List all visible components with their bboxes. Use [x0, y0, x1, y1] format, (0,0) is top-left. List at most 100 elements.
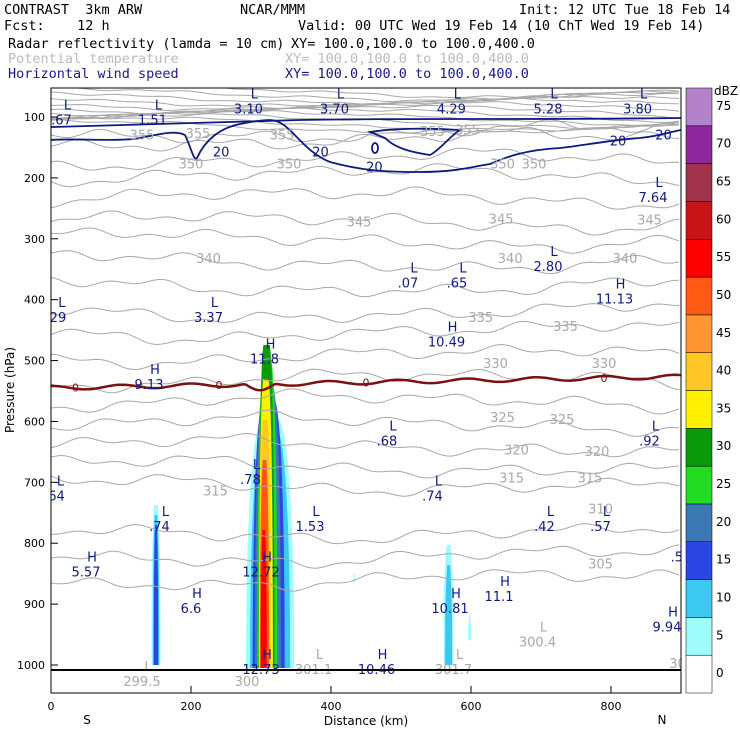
- south-label: S: [83, 713, 91, 727]
- field1-name: Radar reflectivity (lamda = 10 cm): [8, 36, 285, 52]
- extremum-value: 7.64: [639, 191, 668, 206]
- extremum-value: 3.37: [194, 311, 223, 326]
- y-tick-label: 600: [24, 415, 45, 428]
- extremum-marker: H: [87, 550, 97, 565]
- extrema-labels: L.67L1.51L3.10L3.70L4.29L5.28L3.80L4.38L…: [44, 88, 692, 690]
- isotherm-label: 0: [216, 379, 223, 392]
- extremum-value: .74: [149, 520, 170, 535]
- extremum-marker: L: [550, 88, 558, 103]
- extremum-value: 3.70: [320, 103, 349, 118]
- theta-label: 345: [489, 212, 514, 227]
- extremum-value: .58: [671, 550, 692, 565]
- extremum-value: 11.1: [485, 590, 514, 605]
- valid-time: Valid: 00 UTC Wed 19 Feb 14 (10 ChT Wed …: [298, 18, 705, 34]
- theta-label: 345: [637, 214, 662, 229]
- y-tick-label: 800: [24, 537, 45, 550]
- freezing-level: 0 0 0 0: [51, 372, 681, 395]
- y-axis-title: Pressure (hPa): [3, 347, 17, 433]
- colorbar-swatch: [685, 352, 713, 391]
- theta-label: 350: [490, 157, 515, 172]
- extremum-value: .92: [639, 435, 660, 450]
- colorbar-level: 55: [716, 250, 731, 264]
- reflectivity-cell: [260, 530, 267, 668]
- theta-contour: [51, 474, 680, 497]
- wind-label: 20: [213, 145, 230, 160]
- theta-contours: [51, 88, 680, 592]
- wind-contour: [51, 119, 681, 173]
- theta-label: 315: [578, 472, 603, 487]
- extremum-value: 4.29: [437, 103, 466, 118]
- colorbar-level: 25: [716, 477, 731, 491]
- colorbar-swatch: [685, 617, 713, 656]
- x-tick-label: 800: [601, 700, 622, 713]
- theta-label: 310: [588, 503, 613, 518]
- extremum-marker: L: [389, 420, 397, 435]
- theta-label: 355: [420, 125, 445, 140]
- theta-contour: [51, 344, 680, 371]
- extremum-marker: L: [540, 621, 548, 636]
- theta-contour: [51, 544, 680, 569]
- wind-label: 20: [610, 134, 627, 149]
- extremum-value: .42: [534, 520, 555, 535]
- extremum-value: .64: [44, 489, 65, 504]
- wind-contour: [51, 117, 681, 128]
- extremum-value: 300.4: [519, 636, 556, 651]
- extremum-marker: H: [378, 648, 388, 663]
- extremum-value: 11.13: [596, 293, 633, 308]
- reflectivity-cell: [353, 567, 356, 582]
- forecast-hour: Fcst: 12 h: [4, 18, 110, 34]
- colorbar-swatch: [685, 276, 713, 316]
- extremum-value: .07: [398, 276, 419, 291]
- extremum-value: 5.57: [72, 565, 101, 580]
- org-label: NCAR/MMM: [240, 2, 306, 18]
- extremum-value: 30: [669, 657, 686, 672]
- colorbar-level: 15: [716, 553, 731, 567]
- wind-label: 20: [366, 161, 383, 176]
- extremum-value: 3.10: [234, 103, 263, 118]
- extremum-marker: L: [435, 474, 443, 489]
- extremum-value: 300: [235, 675, 260, 690]
- y-tick-label: 400: [24, 294, 45, 307]
- colorbar-level: 10: [716, 590, 731, 604]
- extremum-value: 11.8: [250, 352, 279, 367]
- colorbar-level: 35: [716, 401, 731, 415]
- colorbar-swatch: [685, 541, 713, 580]
- wind-contour: [366, 127, 463, 156]
- y-tick-label: 500: [24, 355, 45, 368]
- theta-contour: [51, 186, 680, 210]
- colorbar-swatch: [685, 428, 713, 467]
- wind-contour: [371, 142, 379, 154]
- extremum-marker: L: [316, 648, 324, 663]
- extremum-marker: H: [266, 337, 276, 352]
- extremum-value: .74: [422, 489, 443, 504]
- theta-label: 320: [585, 445, 610, 460]
- theta-label: 315: [203, 484, 228, 499]
- y-tick-label: 700: [24, 476, 45, 489]
- colorbar-swatch: [685, 314, 713, 353]
- theta-contour: [51, 147, 680, 171]
- theta-label: 325: [550, 413, 575, 428]
- theta-contour: [51, 110, 680, 126]
- freezing-level-line: [51, 373, 681, 392]
- extremum-marker: L: [547, 505, 555, 520]
- north-label: N: [658, 713, 667, 727]
- wind-label: 20: [312, 145, 329, 160]
- extremum-value: .67: [51, 114, 72, 129]
- y-tick-label: 300: [24, 233, 45, 246]
- extremum-marker: H: [262, 550, 272, 565]
- theta-contour: [51, 388, 680, 415]
- extremum-marker: H: [448, 320, 458, 335]
- extremum-marker: H: [262, 648, 272, 663]
- theta-label: 305: [588, 558, 613, 573]
- colorbar-swatch: [685, 465, 713, 505]
- field3-xy: XY= 100.0,100.0 to 100.0,400.0: [285, 66, 529, 82]
- theta-contour: [222, 88, 680, 99]
- colorbar-level: 65: [716, 175, 731, 189]
- extremum-value: 1.53: [296, 520, 325, 535]
- colorbar-swatch: [685, 503, 713, 542]
- colorbar-level: 40: [716, 364, 731, 378]
- theta-contour: [51, 250, 680, 275]
- theta-label: 340: [196, 252, 221, 267]
- theta-label: 340: [498, 252, 523, 267]
